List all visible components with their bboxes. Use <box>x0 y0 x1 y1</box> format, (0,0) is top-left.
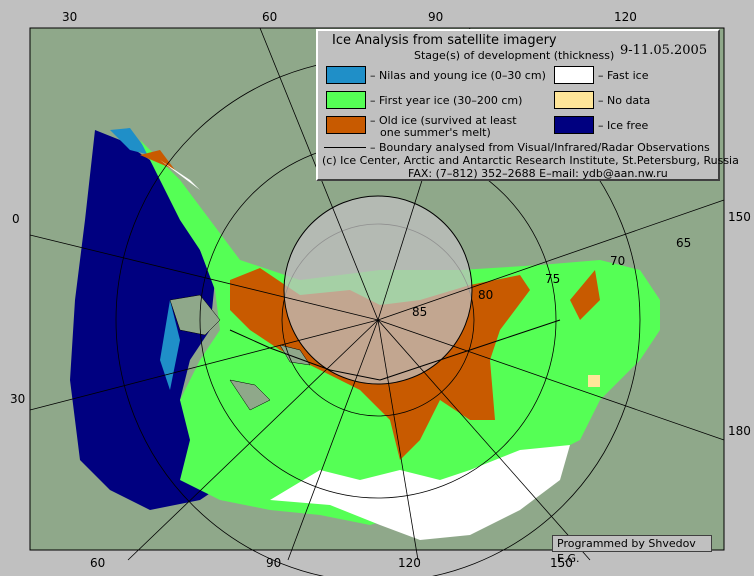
lon-label-right-150: 150 <box>728 210 751 224</box>
label-ice-free: – Ice free <box>598 119 649 132</box>
fax-text: FAX: (7–812) 352–2688 E–mail: ydb@aan.nw… <box>408 167 668 180</box>
legend-panel: Ice Analysis from satellite imagery Stag… <box>316 29 739 181</box>
boundary-line <box>229 319 561 381</box>
nilas-ice-area <box>110 128 180 390</box>
label-first-year: – First year ice (30–200 cm) <box>370 94 523 107</box>
novaya-zemlya <box>229 379 271 411</box>
lon-label-left-30: 30 <box>10 392 26 406</box>
swatch-ice-free <box>554 116 594 134</box>
lat-label-70: 70 <box>610 254 626 268</box>
label-fast-ice: – Fast ice <box>598 69 649 82</box>
lon-label-right-180: 180 <box>728 424 751 438</box>
label-boundary: – Boundary analysed from Visual/Infrared… <box>370 141 710 154</box>
lon-label-top-60: 60 <box>262 10 278 24</box>
no-data-area <box>588 375 600 387</box>
swatch-first-year <box>326 91 366 109</box>
lat-label-65: 65 <box>676 236 692 250</box>
copyright-text: (c) Ice Center, Arctic and Antarctic Res… <box>322 154 739 167</box>
svalbard-island <box>169 294 221 336</box>
swatch-no-data <box>554 91 594 109</box>
legend-subtitle: Stage(s) of development (thickness) <box>414 49 615 62</box>
fast-ice-area <box>160 160 570 540</box>
lon-label-bottom-120: 120 <box>398 556 421 570</box>
credit-label: Programmed by Shvedov E.G. <box>552 535 712 565</box>
lat-label-85: 85 <box>412 305 428 319</box>
label-no-data: – No data <box>598 94 651 107</box>
lon-label-bottom-150: 150 <box>550 556 573 570</box>
pole-region <box>283 195 473 385</box>
legend-title: Ice Analysis from satellite imagery <box>332 33 557 48</box>
swatch-old-ice <box>326 116 366 134</box>
lat-label-80: 80 <box>478 288 494 302</box>
swatch-nilas <box>326 66 366 84</box>
lon-label-bottom-90: 90 <box>266 556 282 570</box>
lon-label-top-120: 120 <box>614 10 637 24</box>
boundary-swatch <box>324 147 366 148</box>
ice-free-area <box>70 130 230 510</box>
label-nilas: – Nilas and young ice (0–30 cm) <box>370 69 546 82</box>
lat-label-75: 75 <box>545 272 561 286</box>
swatch-fast-ice <box>554 66 594 84</box>
label-old-ice-line2: one summer's melt) <box>380 126 491 139</box>
lon-label-top-90: 90 <box>428 10 444 24</box>
lon-label-top-30: 30 <box>62 10 78 24</box>
lon-label-left-0: 0 <box>12 212 20 226</box>
lon-label-bottom-60: 60 <box>90 556 106 570</box>
legend-date: 9-11.05.2005 <box>620 43 708 58</box>
label-old-ice: – Old ice (survived at least <box>370 114 517 127</box>
